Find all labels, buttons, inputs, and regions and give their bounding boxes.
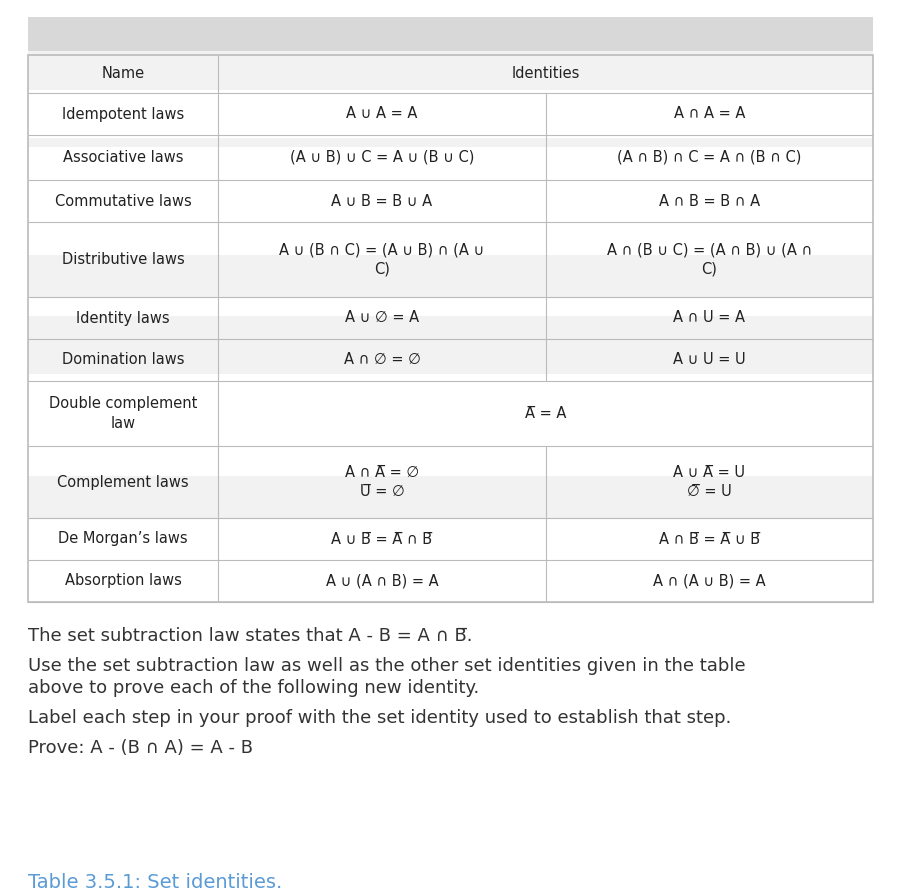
Text: Absorption laws: Absorption laws bbox=[65, 574, 182, 588]
Bar bbox=[28, 374, 873, 446]
Bar bbox=[28, 255, 873, 297]
Text: Identities: Identities bbox=[512, 67, 580, 81]
Text: Identity laws: Identity laws bbox=[77, 310, 170, 325]
Text: Prove: A - (B ∩ A) = A - B: Prove: A - (B ∩ A) = A - B bbox=[28, 739, 253, 757]
Text: A ∪ A = A: A ∪ A = A bbox=[346, 107, 418, 121]
Bar bbox=[28, 518, 873, 560]
Text: Name: Name bbox=[102, 67, 145, 81]
Text: A ∩ U = A: A ∩ U = A bbox=[673, 310, 745, 325]
Text: A ∪ B̅ = A̅ ∩ B̅: A ∪ B̅ = A̅ ∩ B̅ bbox=[332, 532, 432, 546]
Text: above to prove each of the following new identity.: above to prove each of the following new… bbox=[28, 679, 479, 697]
Text: A ∪ ∅ = A: A ∪ ∅ = A bbox=[345, 310, 419, 325]
Text: A ∪ (A ∩ B) = A: A ∪ (A ∩ B) = A bbox=[325, 574, 438, 588]
Text: Label each step in your proof with the set identity used to establish that step.: Label each step in your proof with the s… bbox=[28, 709, 732, 727]
Bar bbox=[28, 17, 873, 55]
Text: A ∩ B̅ = A̅ ∪ B̅: A ∩ B̅ = A̅ ∪ B̅ bbox=[659, 532, 760, 546]
Text: (A ∪ B) ∪ C = A ∪ (B ∪ C): (A ∪ B) ∪ C = A ∪ (B ∪ C) bbox=[290, 150, 474, 165]
Bar bbox=[28, 316, 873, 381]
Text: Complement laws: Complement laws bbox=[58, 475, 189, 489]
Text: A ∪ U = U: A ∪ U = U bbox=[673, 353, 746, 367]
Bar bbox=[28, 476, 873, 518]
Text: Commutative laws: Commutative laws bbox=[55, 193, 192, 208]
Text: A ∩ A = A: A ∩ A = A bbox=[674, 107, 745, 121]
Text: A̅̅ = A: A̅̅ = A bbox=[525, 406, 567, 421]
Text: The set subtraction law states that A - B = A ∩ B̅.: The set subtraction law states that A - … bbox=[28, 627, 472, 645]
Bar bbox=[28, 297, 873, 339]
Text: A ∪ (B ∩ C) = (A ∪ B) ∩ (A ∪
C): A ∪ (B ∩ C) = (A ∪ B) ∩ (A ∪ C) bbox=[279, 242, 485, 276]
Bar bbox=[28, 138, 873, 180]
Text: A ∩ A̅ = ∅
U̅ = ∅: A ∩ A̅ = ∅ U̅ = ∅ bbox=[345, 465, 419, 499]
Text: Table 3.5.1: Set identities.: Table 3.5.1: Set identities. bbox=[28, 873, 282, 891]
Bar bbox=[28, 147, 873, 222]
Text: A ∩ (B ∪ C) = (A ∩ B) ∪ (A ∩
C): A ∩ (B ∪ C) = (A ∩ B) ∪ (A ∩ C) bbox=[606, 242, 812, 276]
Text: A ∩ B = B ∩ A: A ∩ B = B ∩ A bbox=[659, 193, 760, 208]
Bar bbox=[28, 51, 873, 93]
Text: (A ∩ B) ∩ C = A ∩ (B ∩ C): (A ∩ B) ∩ C = A ∩ (B ∩ C) bbox=[617, 150, 802, 165]
Text: A ∩ (A ∪ B) = A: A ∩ (A ∪ B) = A bbox=[653, 574, 766, 588]
Text: Domination laws: Domination laws bbox=[62, 353, 185, 367]
Text: A ∪ B = B ∪ A: A ∪ B = B ∪ A bbox=[332, 193, 432, 208]
Text: A ∪ A̅ = U
∅̅ = U: A ∪ A̅ = U ∅̅ = U bbox=[673, 465, 745, 499]
Bar bbox=[28, 55, 873, 602]
Text: Double complement
law: Double complement law bbox=[49, 396, 197, 430]
Text: A ∩ ∅ = ∅: A ∩ ∅ = ∅ bbox=[343, 353, 421, 367]
Text: Idempotent laws: Idempotent laws bbox=[62, 107, 185, 121]
Text: De Morgan’s laws: De Morgan’s laws bbox=[59, 532, 188, 546]
Text: Use the set subtraction law as well as the other set identities given in the tab: Use the set subtraction law as well as t… bbox=[28, 657, 746, 675]
Text: Distributive laws: Distributive laws bbox=[62, 252, 185, 267]
Text: Associative laws: Associative laws bbox=[63, 150, 184, 165]
Bar bbox=[28, 90, 873, 135]
